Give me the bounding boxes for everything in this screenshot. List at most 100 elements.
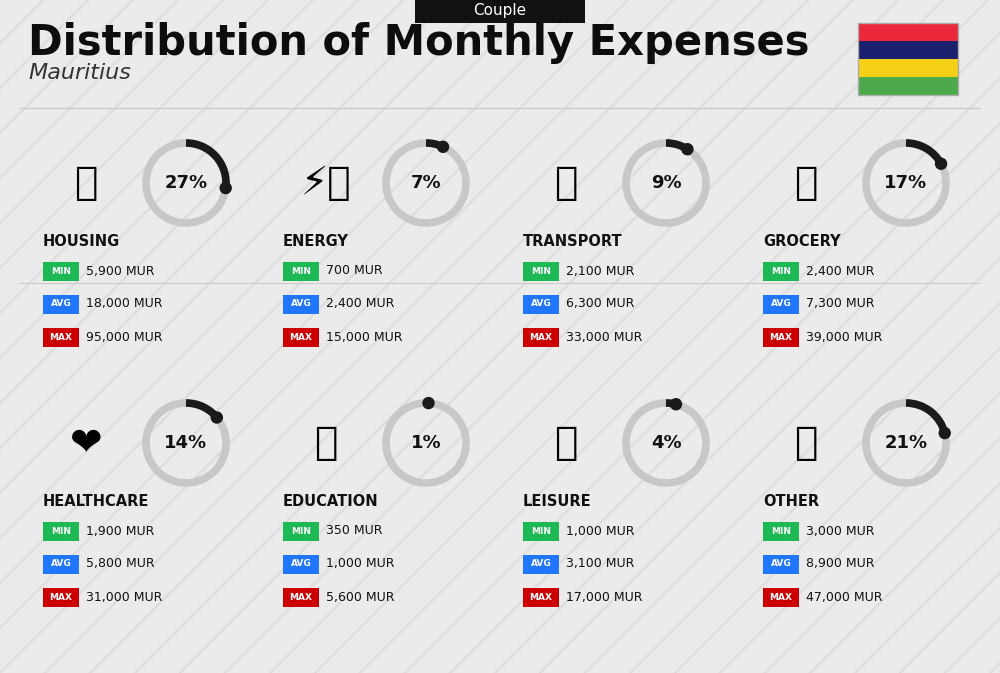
Text: 3,100 MUR: 3,100 MUR — [566, 557, 634, 571]
Text: AVG: AVG — [51, 299, 71, 308]
Text: TRANSPORT: TRANSPORT — [523, 234, 623, 248]
Text: 95,000 MUR: 95,000 MUR — [86, 330, 162, 343]
Circle shape — [220, 182, 231, 194]
Text: 2,100 MUR: 2,100 MUR — [566, 264, 634, 277]
Bar — [858, 59, 958, 77]
Text: MAX: MAX — [50, 592, 72, 602]
Circle shape — [670, 399, 681, 410]
Text: 2,400 MUR: 2,400 MUR — [806, 264, 874, 277]
Text: MAX: MAX — [290, 332, 312, 341]
Text: LEISURE: LEISURE — [523, 493, 592, 509]
Text: OTHER: OTHER — [763, 493, 819, 509]
Text: MAX: MAX — [770, 332, 792, 341]
Text: 🎓: 🎓 — [314, 424, 338, 462]
Circle shape — [682, 144, 693, 155]
Bar — [283, 522, 319, 540]
Text: 33,000 MUR: 33,000 MUR — [566, 330, 642, 343]
Bar — [523, 295, 559, 314]
Text: AVG: AVG — [771, 559, 791, 569]
Text: 5,600 MUR: 5,600 MUR — [326, 590, 394, 604]
Text: 1,000 MUR: 1,000 MUR — [326, 557, 394, 571]
Text: 39,000 MUR: 39,000 MUR — [806, 330, 882, 343]
Text: 21%: 21% — [884, 434, 928, 452]
Text: 5,900 MUR: 5,900 MUR — [86, 264, 154, 277]
Text: 14%: 14% — [164, 434, 208, 452]
Bar — [43, 328, 79, 347]
Text: AVG: AVG — [291, 559, 311, 569]
Bar — [283, 295, 319, 314]
Text: 🏢: 🏢 — [74, 164, 98, 202]
Text: 7%: 7% — [411, 174, 441, 192]
Text: 17%: 17% — [884, 174, 928, 192]
Bar — [523, 262, 559, 281]
Text: MIN: MIN — [531, 267, 551, 275]
Bar — [763, 295, 799, 314]
Text: 700 MUR: 700 MUR — [326, 264, 383, 277]
Text: EDUCATION: EDUCATION — [283, 493, 379, 509]
Text: MIN: MIN — [771, 526, 791, 536]
Text: 5,800 MUR: 5,800 MUR — [86, 557, 155, 571]
Text: ⚡🏠: ⚡🏠 — [301, 164, 351, 202]
Text: MIN: MIN — [771, 267, 791, 275]
Bar — [43, 588, 79, 606]
Text: Distribution of Monthly Expenses: Distribution of Monthly Expenses — [28, 22, 810, 64]
Text: HEALTHCARE: HEALTHCARE — [43, 493, 149, 509]
Text: 2,400 MUR: 2,400 MUR — [326, 297, 394, 310]
Text: GROCERY: GROCERY — [763, 234, 841, 248]
Text: MIN: MIN — [291, 267, 311, 275]
Bar — [283, 555, 319, 573]
Text: 9%: 9% — [651, 174, 681, 192]
Text: 15,000 MUR: 15,000 MUR — [326, 330, 402, 343]
Bar — [763, 262, 799, 281]
Text: 47,000 MUR: 47,000 MUR — [806, 590, 883, 604]
Text: MIN: MIN — [531, 526, 551, 536]
Text: 6,300 MUR: 6,300 MUR — [566, 297, 634, 310]
Text: AVG: AVG — [291, 299, 311, 308]
Bar — [523, 588, 559, 606]
Circle shape — [438, 141, 449, 152]
Text: 🛍: 🛍 — [554, 424, 578, 462]
Bar — [43, 555, 79, 573]
Bar — [415, 0, 585, 23]
Text: 8,900 MUR: 8,900 MUR — [806, 557, 874, 571]
Text: 17,000 MUR: 17,000 MUR — [566, 590, 642, 604]
Text: 31,000 MUR: 31,000 MUR — [86, 590, 162, 604]
Text: 4%: 4% — [651, 434, 681, 452]
Text: 7,300 MUR: 7,300 MUR — [806, 297, 874, 310]
Bar — [283, 328, 319, 347]
Text: MIN: MIN — [51, 267, 71, 275]
Text: 1,000 MUR: 1,000 MUR — [566, 524, 635, 538]
Bar — [523, 328, 559, 347]
Bar — [763, 555, 799, 573]
Text: AVG: AVG — [771, 299, 791, 308]
Bar — [523, 555, 559, 573]
Text: 1%: 1% — [411, 434, 441, 452]
Bar — [43, 295, 79, 314]
Bar — [858, 23, 958, 95]
Circle shape — [936, 158, 947, 169]
Text: 1,900 MUR: 1,900 MUR — [86, 524, 154, 538]
Bar — [43, 522, 79, 540]
Text: ❤: ❤ — [70, 424, 102, 462]
Text: Mauritius: Mauritius — [28, 63, 131, 83]
Text: MAX: MAX — [530, 332, 552, 341]
Text: MAX: MAX — [50, 332, 72, 341]
Bar — [283, 262, 319, 281]
Bar — [763, 328, 799, 347]
Bar — [763, 588, 799, 606]
Circle shape — [423, 398, 434, 409]
Text: 350 MUR: 350 MUR — [326, 524, 382, 538]
Circle shape — [211, 412, 222, 423]
Text: Couple: Couple — [473, 3, 527, 17]
Text: AVG: AVG — [531, 559, 551, 569]
Text: 🚌: 🚌 — [554, 164, 578, 202]
Text: 👜: 👜 — [794, 424, 818, 462]
Text: 27%: 27% — [164, 174, 208, 192]
Text: AVG: AVG — [51, 559, 71, 569]
Text: MAX: MAX — [290, 592, 312, 602]
Bar — [763, 522, 799, 540]
Bar — [858, 41, 958, 59]
Bar — [858, 23, 958, 41]
Text: 3,000 MUR: 3,000 MUR — [806, 524, 874, 538]
Bar — [43, 262, 79, 281]
